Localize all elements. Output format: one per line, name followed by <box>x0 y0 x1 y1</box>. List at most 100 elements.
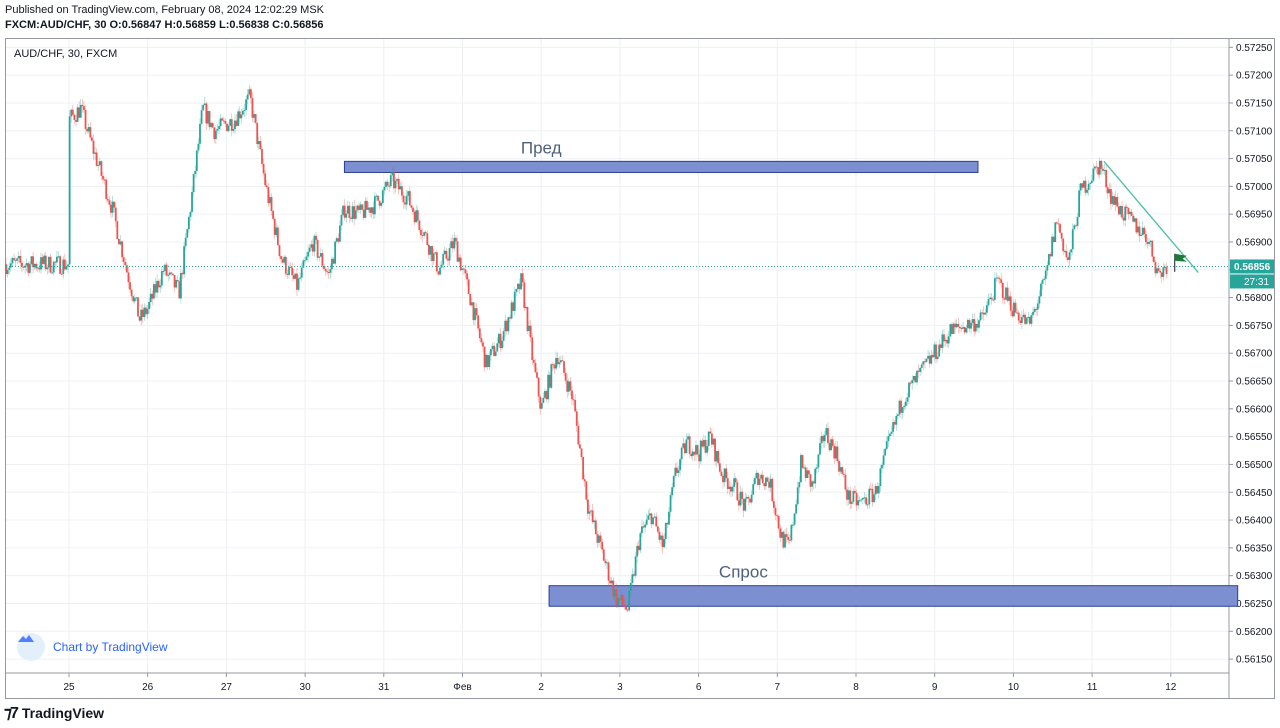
zone-rect[interactable] <box>343 160 979 173</box>
candle-body <box>1125 206 1128 209</box>
candle-body <box>439 267 441 275</box>
candle-body <box>547 374 550 400</box>
candle-body <box>677 470 680 473</box>
candle-body <box>5 264 7 274</box>
x-tick-label: 25 <box>63 682 75 693</box>
zone-label: Спрос <box>719 563 768 582</box>
last-price-label: 0.56856 <box>1234 262 1271 273</box>
candle-body <box>854 490 856 493</box>
candle-body <box>119 241 122 245</box>
candle-body <box>345 213 348 218</box>
candle-body <box>319 253 322 257</box>
candle-body <box>221 118 224 121</box>
candle-body <box>22 266 25 268</box>
chart-by-badge[interactable]: Chart by TradingView <box>17 633 168 661</box>
candle-body <box>569 381 572 391</box>
zone-rect[interactable] <box>548 585 1239 607</box>
candle-body <box>509 317 511 319</box>
candle-body <box>1016 312 1019 314</box>
candle-body <box>633 574 635 576</box>
candlestick-chart[interactable]: 0.57250 0.57200 0.57150 0.57100 0.57050 0.570… <box>0 0 1280 700</box>
candle-body <box>1067 257 1069 261</box>
candle-body <box>253 114 255 118</box>
candle-body <box>1089 182 1092 184</box>
candle-body <box>944 339 947 342</box>
candle-body <box>321 253 324 266</box>
candle-body <box>801 455 804 468</box>
candle-body <box>56 256 58 263</box>
flag-icon[interactable] <box>1174 253 1187 262</box>
candle-body <box>688 436 691 454</box>
candle-body <box>278 245 281 257</box>
candle-body <box>846 489 848 500</box>
candle-body <box>598 535 600 543</box>
candle-body <box>110 204 112 213</box>
candle-body <box>604 560 607 564</box>
candle-body <box>782 531 785 548</box>
candle-body <box>599 535 602 542</box>
candle-body <box>892 422 895 432</box>
candle-body <box>524 306 527 309</box>
candle-body <box>1057 223 1060 225</box>
candle-body <box>219 118 222 127</box>
candle-body <box>213 127 216 140</box>
x-tick-label: 11 <box>1087 682 1098 693</box>
candle-body <box>815 467 818 469</box>
candle-body <box>660 535 662 540</box>
tradingview-brand[interactable]: ⁊7 TradingView <box>4 703 104 723</box>
candle-body <box>884 448 887 456</box>
candle-body <box>373 196 376 215</box>
candle-body <box>796 487 799 505</box>
candle-body <box>195 150 198 171</box>
candle-body <box>356 205 359 211</box>
y-tick-label: 0.57100 <box>1236 126 1273 137</box>
candle-body <box>421 235 424 237</box>
candle-body <box>1148 241 1150 245</box>
candle-body <box>641 526 643 534</box>
candle-body <box>288 267 290 276</box>
candle-body <box>668 511 670 525</box>
x-tick-label: 8 <box>853 682 859 693</box>
candle-body <box>1103 169 1106 171</box>
candle-body <box>876 486 879 494</box>
countdown-label: 27:31 <box>1244 277 1269 288</box>
candle-body <box>205 103 208 124</box>
trendline[interactable] <box>1103 160 1199 273</box>
candle-body <box>70 109 73 117</box>
candle-body <box>614 589 616 597</box>
candle-body <box>1055 222 1058 224</box>
candle-body <box>102 175 104 180</box>
candle-body <box>307 251 309 257</box>
y-tick-label: 0.56450 <box>1236 488 1273 499</box>
x-tick-label: 31 <box>378 682 390 693</box>
candle-body <box>38 267 41 270</box>
candle-body <box>588 511 591 514</box>
candle-body <box>346 205 349 214</box>
candle-body <box>264 173 267 186</box>
candle-body <box>992 299 995 301</box>
candle-body <box>647 515 650 520</box>
candle-body <box>1135 218 1138 233</box>
candle-body <box>480 338 483 343</box>
candle-body <box>353 206 356 219</box>
candle-body <box>284 256 287 274</box>
candle-body <box>725 468 728 479</box>
candle-body <box>745 496 748 499</box>
candle-body <box>52 261 55 273</box>
candle-body <box>133 298 136 302</box>
candle-body <box>720 471 723 476</box>
candle-body <box>839 467 842 472</box>
candle-body <box>369 207 371 213</box>
candle-body <box>14 260 17 262</box>
y-tick-label: 0.56800 <box>1236 293 1273 304</box>
candle-body <box>908 382 910 398</box>
candle-body <box>262 163 265 174</box>
candle-body <box>218 126 220 129</box>
candle-body <box>510 302 513 319</box>
candle-body <box>342 205 344 215</box>
candle-body <box>941 334 944 348</box>
candle-body <box>749 498 751 503</box>
candle-body <box>108 200 111 205</box>
candle-body <box>1041 279 1044 284</box>
candle-body <box>497 333 500 344</box>
